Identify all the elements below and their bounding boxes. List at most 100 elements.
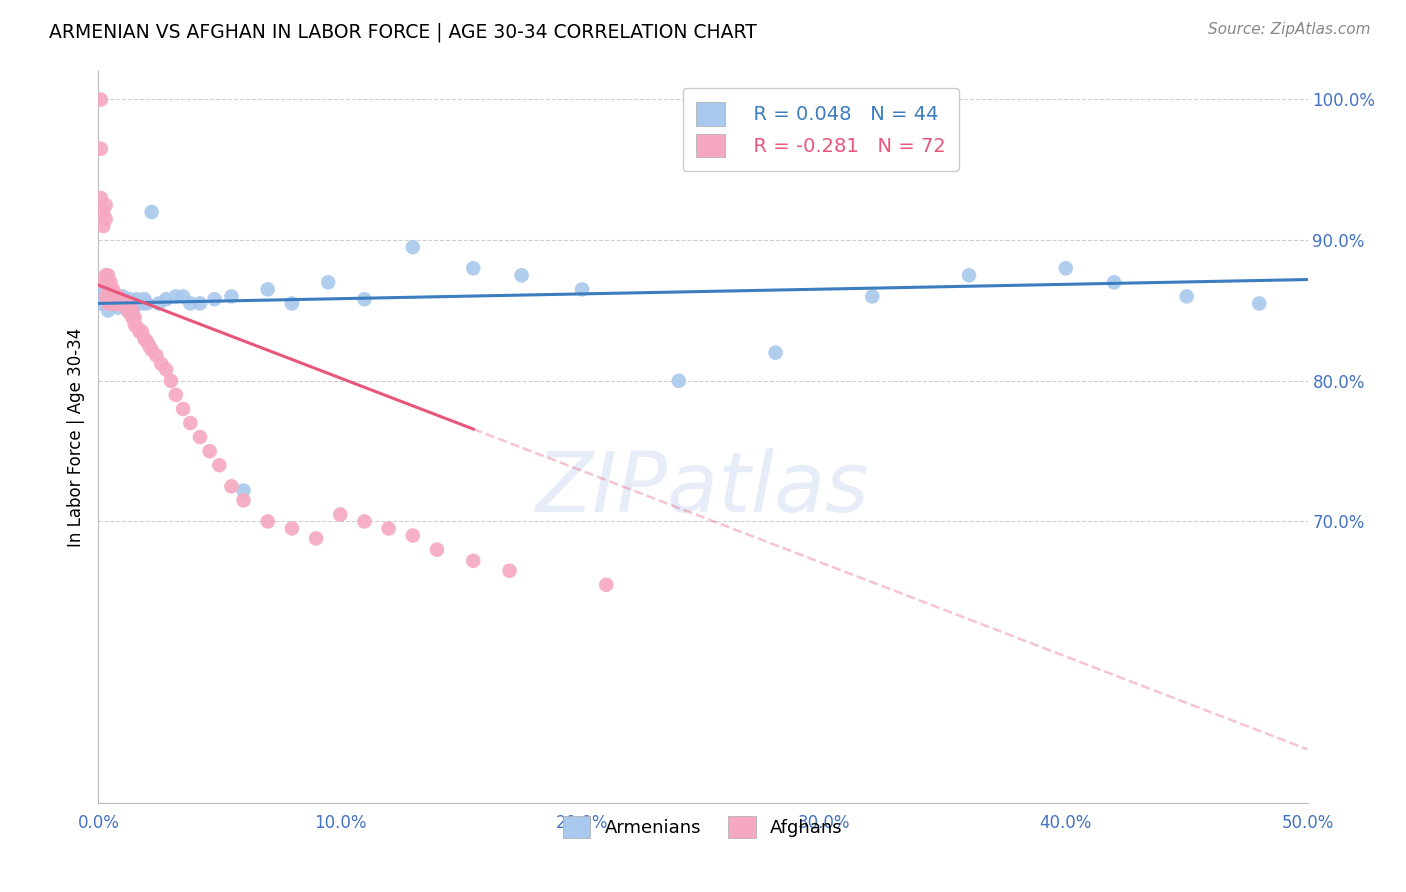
Point bbox=[148, 296, 170, 310]
Point bbox=[117, 303, 139, 318]
Point bbox=[104, 296, 127, 310]
Point bbox=[97, 268, 120, 283]
Point bbox=[165, 388, 187, 402]
Point bbox=[127, 320, 149, 334]
Point bbox=[155, 362, 177, 376]
Point bbox=[111, 289, 134, 303]
Point bbox=[100, 296, 122, 310]
Point bbox=[134, 292, 156, 306]
Point bbox=[104, 296, 127, 310]
Point bbox=[232, 483, 254, 498]
Point bbox=[94, 289, 117, 303]
Point bbox=[111, 296, 134, 310]
Point bbox=[204, 292, 226, 306]
Point bbox=[150, 357, 173, 371]
Point bbox=[329, 508, 352, 522]
Point bbox=[121, 310, 143, 325]
Point bbox=[127, 292, 149, 306]
Point bbox=[117, 296, 139, 310]
Point bbox=[1102, 276, 1125, 290]
Point bbox=[402, 240, 425, 254]
Point bbox=[305, 532, 328, 546]
Point bbox=[141, 205, 163, 219]
Point bbox=[353, 292, 375, 306]
Point bbox=[131, 325, 153, 339]
Point bbox=[97, 276, 120, 290]
Point bbox=[101, 296, 124, 310]
Point bbox=[128, 325, 150, 339]
Point bbox=[208, 458, 231, 473]
Point bbox=[108, 296, 131, 310]
Point bbox=[107, 289, 129, 303]
Point bbox=[172, 401, 194, 416]
Point bbox=[100, 296, 122, 310]
Point bbox=[104, 296, 127, 310]
Point bbox=[232, 493, 254, 508]
Point bbox=[101, 289, 124, 303]
Point bbox=[179, 416, 201, 430]
Point bbox=[107, 289, 129, 303]
Point bbox=[957, 268, 980, 283]
Point bbox=[281, 522, 304, 536]
Point bbox=[90, 93, 112, 107]
Point bbox=[101, 289, 124, 303]
Point bbox=[165, 289, 187, 303]
Point bbox=[1054, 261, 1077, 276]
Point bbox=[107, 301, 129, 315]
Point bbox=[256, 515, 278, 529]
Point bbox=[145, 349, 167, 363]
Point bbox=[256, 282, 278, 296]
Point bbox=[91, 219, 114, 233]
Point bbox=[101, 282, 124, 296]
Point bbox=[571, 282, 593, 296]
Point bbox=[121, 303, 143, 318]
Point bbox=[138, 339, 160, 353]
Point bbox=[114, 296, 136, 310]
Point bbox=[316, 276, 339, 290]
Point bbox=[91, 276, 114, 290]
Point bbox=[94, 292, 117, 306]
Point bbox=[353, 515, 375, 529]
Point bbox=[668, 374, 690, 388]
Point bbox=[124, 310, 146, 325]
Point bbox=[107, 296, 129, 310]
Point bbox=[124, 296, 146, 310]
Point bbox=[198, 444, 221, 458]
Point bbox=[463, 261, 485, 276]
Point bbox=[117, 296, 139, 310]
Text: Source: ZipAtlas.com: Source: ZipAtlas.com bbox=[1208, 22, 1371, 37]
Point bbox=[221, 479, 243, 493]
Point bbox=[91, 286, 114, 301]
Point bbox=[118, 306, 141, 320]
Point bbox=[141, 343, 163, 357]
Point bbox=[104, 289, 127, 303]
Point bbox=[118, 292, 141, 306]
Point bbox=[101, 296, 124, 310]
Point bbox=[155, 292, 177, 306]
Point bbox=[1175, 289, 1198, 303]
Point bbox=[135, 334, 157, 349]
Point bbox=[179, 296, 201, 310]
Legend: Armenians, Afghans: Armenians, Afghans bbox=[557, 808, 849, 845]
Point bbox=[91, 205, 114, 219]
Point bbox=[108, 296, 131, 310]
Point bbox=[463, 554, 485, 568]
Point bbox=[172, 289, 194, 303]
Point bbox=[377, 522, 399, 536]
Point bbox=[1249, 296, 1271, 310]
Point bbox=[402, 528, 425, 542]
Y-axis label: In Labor Force | Age 30-34: In Labor Force | Age 30-34 bbox=[66, 327, 84, 547]
Point bbox=[135, 296, 157, 310]
Point bbox=[108, 296, 131, 310]
Point bbox=[221, 289, 243, 303]
Point bbox=[510, 268, 533, 283]
Point bbox=[94, 268, 117, 283]
Point bbox=[97, 296, 120, 310]
Point bbox=[124, 318, 146, 332]
Point bbox=[90, 142, 112, 156]
Point bbox=[97, 303, 120, 318]
Point bbox=[114, 296, 136, 310]
Point bbox=[188, 296, 211, 310]
Point bbox=[100, 282, 122, 296]
Text: ARMENIAN VS AFGHAN IN LABOR FORCE | AGE 30-34 CORRELATION CHART: ARMENIAN VS AFGHAN IN LABOR FORCE | AGE … bbox=[49, 22, 756, 42]
